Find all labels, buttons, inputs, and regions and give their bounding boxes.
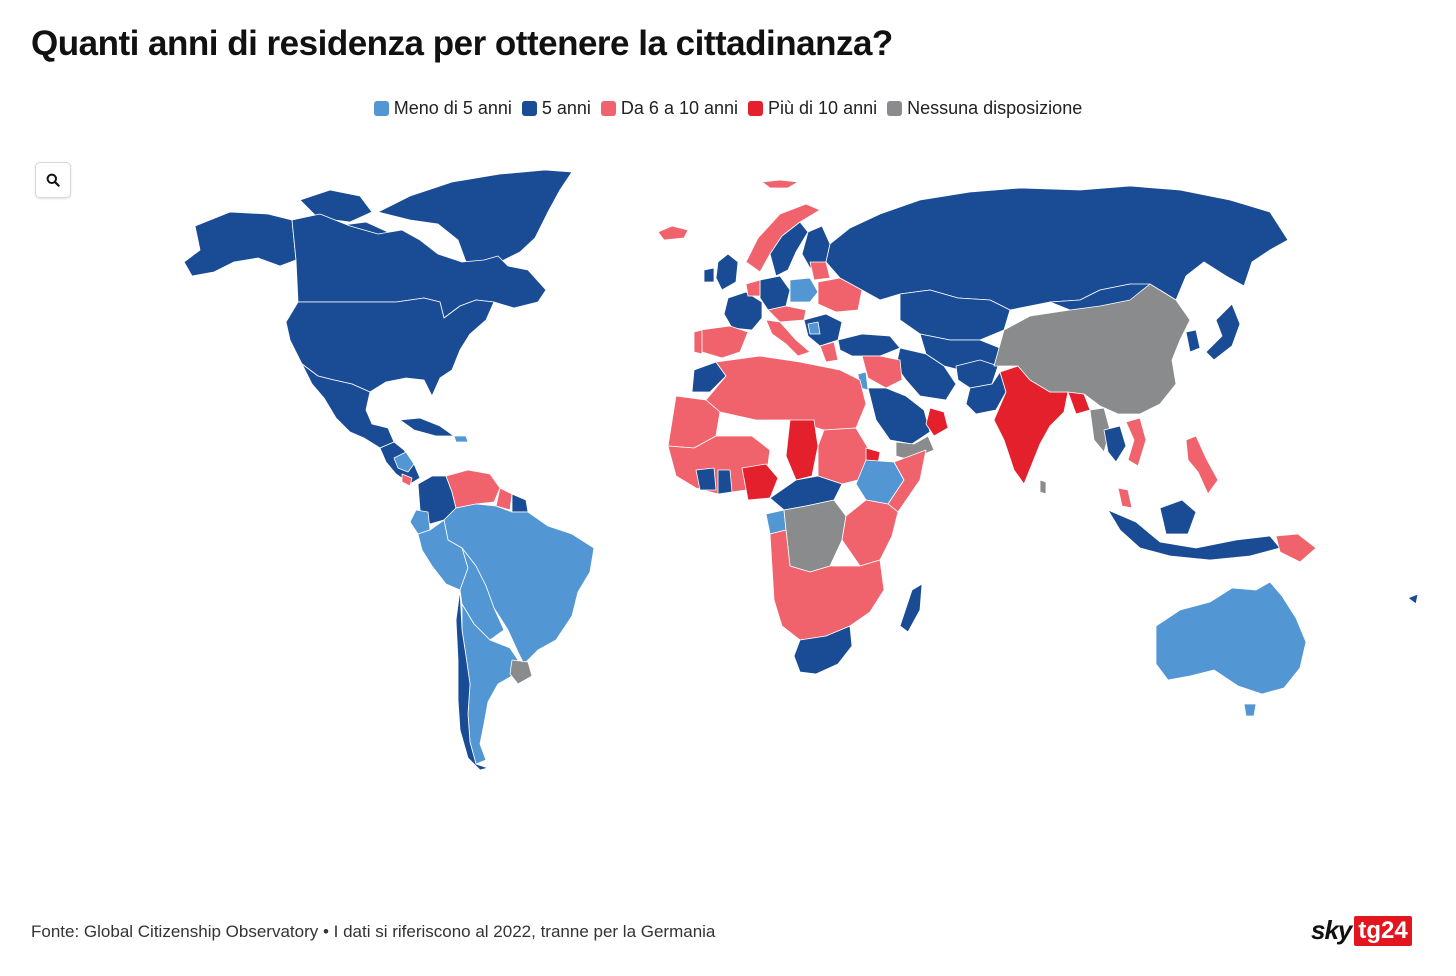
country-yemen[interactable] <box>895 435 935 461</box>
legend-item-none[interactable]: Nessuna disposizione <box>887 98 1082 119</box>
country-czech-austria[interactable] <box>767 305 807 323</box>
country-greenland[interactable] <box>377 169 573 271</box>
country-sudan[interactable] <box>817 427 869 485</box>
country-papua-new-guinea[interactable] <box>1275 533 1317 563</box>
country-caribbean[interactable] <box>453 435 469 443</box>
country-ghana[interactable] <box>717 469 733 495</box>
country-sweden[interactable] <box>769 221 809 277</box>
country-east-africa[interactable] <box>841 499 899 567</box>
country-madagascar[interactable] <box>899 583 923 633</box>
country-thailand[interactable] <box>1103 425 1127 463</box>
country-suriname[interactable] <box>511 493 529 513</box>
country-poland[interactable] <box>789 277 819 303</box>
country-chad[interactable] <box>785 419 819 481</box>
country-borneo[interactable] <box>1159 499 1197 535</box>
country-spain[interactable] <box>699 325 749 359</box>
legend-label: Più di 10 anni <box>768 98 878 118</box>
country-ecuador[interactable] <box>409 509 431 535</box>
footer-source: Fonte: Global Citizenship Observatory • … <box>31 922 716 941</box>
country-oman[interactable] <box>925 407 949 437</box>
country-serbia[interactable] <box>807 321 821 335</box>
legend-label: Da 6 a 10 anni <box>620 98 739 118</box>
country-congo-drc[interactable] <box>783 499 847 573</box>
country-japan[interactable] <box>1205 303 1241 361</box>
country-new-zealand[interactable] <box>1407 593 1419 605</box>
legend-label: Meno di 5 anni <box>393 98 512 118</box>
country-pakistan[interactable] <box>965 371 1007 415</box>
logo-tg24-text: tg24 <box>1354 915 1412 946</box>
country-russia[interactable] <box>825 185 1289 311</box>
country-venezuela[interactable] <box>445 469 501 509</box>
country-south-africa[interactable] <box>793 625 853 675</box>
country-australia[interactable] <box>1155 581 1307 695</box>
country-mexico[interactable] <box>301 363 395 449</box>
logo-sky-text: sky <box>1311 915 1352 945</box>
country-baltics[interactable] <box>809 261 831 281</box>
country-costa-rica[interactable] <box>401 473 413 487</box>
country-tasmania[interactable] <box>1243 703 1257 717</box>
country-morocco[interactable] <box>691 361 727 393</box>
country-guatemala-honduras[interactable] <box>393 451 415 473</box>
legend-swatch <box>521 101 537 116</box>
country-benelux[interactable] <box>745 279 761 297</box>
country-svalbard[interactable] <box>761 179 799 189</box>
legend-item-under-5[interactable]: Meno di 5 anni <box>373 98 512 119</box>
country-usa-alaska[interactable] <box>183 211 297 277</box>
country-iceland[interactable] <box>657 225 689 241</box>
legend-label: Nessuna disposizione <box>907 98 1083 118</box>
country-uruguay[interactable] <box>509 659 533 685</box>
country-angola-zambia[interactable] <box>769 529 885 641</box>
country-norway[interactable] <box>745 203 821 273</box>
country-nigeria[interactable] <box>741 463 779 501</box>
country-greece[interactable] <box>819 341 839 363</box>
sky-tg24-logo: sky tg24 <box>1311 915 1412 946</box>
country-germany[interactable] <box>759 275 791 311</box>
country-portugal[interactable] <box>693 329 703 355</box>
country-cuba[interactable] <box>399 417 455 437</box>
country-sri-lanka[interactable] <box>1039 479 1047 495</box>
country-korea[interactable] <box>1185 329 1201 353</box>
country-iraq-syria[interactable] <box>861 355 903 389</box>
country-algeria-libya-egypt[interactable] <box>705 355 867 431</box>
country-uk[interactable] <box>715 253 739 291</box>
country-italy[interactable] <box>765 319 811 357</box>
country-malaysia[interactable] <box>1117 487 1133 509</box>
legend-swatch <box>373 101 389 116</box>
world-map-svg <box>183 169 1419 771</box>
legend-label: 5 anni <box>541 98 591 118</box>
country-turkey[interactable] <box>837 333 901 357</box>
legend-swatch <box>887 101 903 116</box>
world-map <box>0 160 1456 800</box>
country-philippines[interactable] <box>1185 435 1219 495</box>
legend-item-over-10[interactable]: Più di 10 anni <box>748 98 877 119</box>
legend-item-6-10[interactable]: Da 6 a 10 anni <box>600 98 739 119</box>
legend: Meno di 5 anni 5 anni Da 6 a 10 anni Più… <box>0 98 1456 119</box>
country-france[interactable] <box>723 291 763 331</box>
legend-swatch <box>600 101 616 116</box>
page-title: Quanti anni di residenza per ottenere la… <box>31 24 893 63</box>
country-ireland[interactable] <box>703 267 715 283</box>
legend-item-5[interactable]: 5 anni <box>521 98 591 119</box>
country-ivory-coast[interactable] <box>695 467 717 491</box>
magnifier-icon <box>46 173 60 187</box>
country-chile[interactable] <box>455 589 489 771</box>
country-vietnam[interactable] <box>1125 417 1147 467</box>
zoom-button[interactable] <box>35 162 71 198</box>
legend-swatch <box>748 101 764 116</box>
country-saudi-arabia[interactable] <box>867 387 931 445</box>
country-mongolia[interactable] <box>1049 283 1151 311</box>
country-guyana[interactable] <box>495 487 513 511</box>
